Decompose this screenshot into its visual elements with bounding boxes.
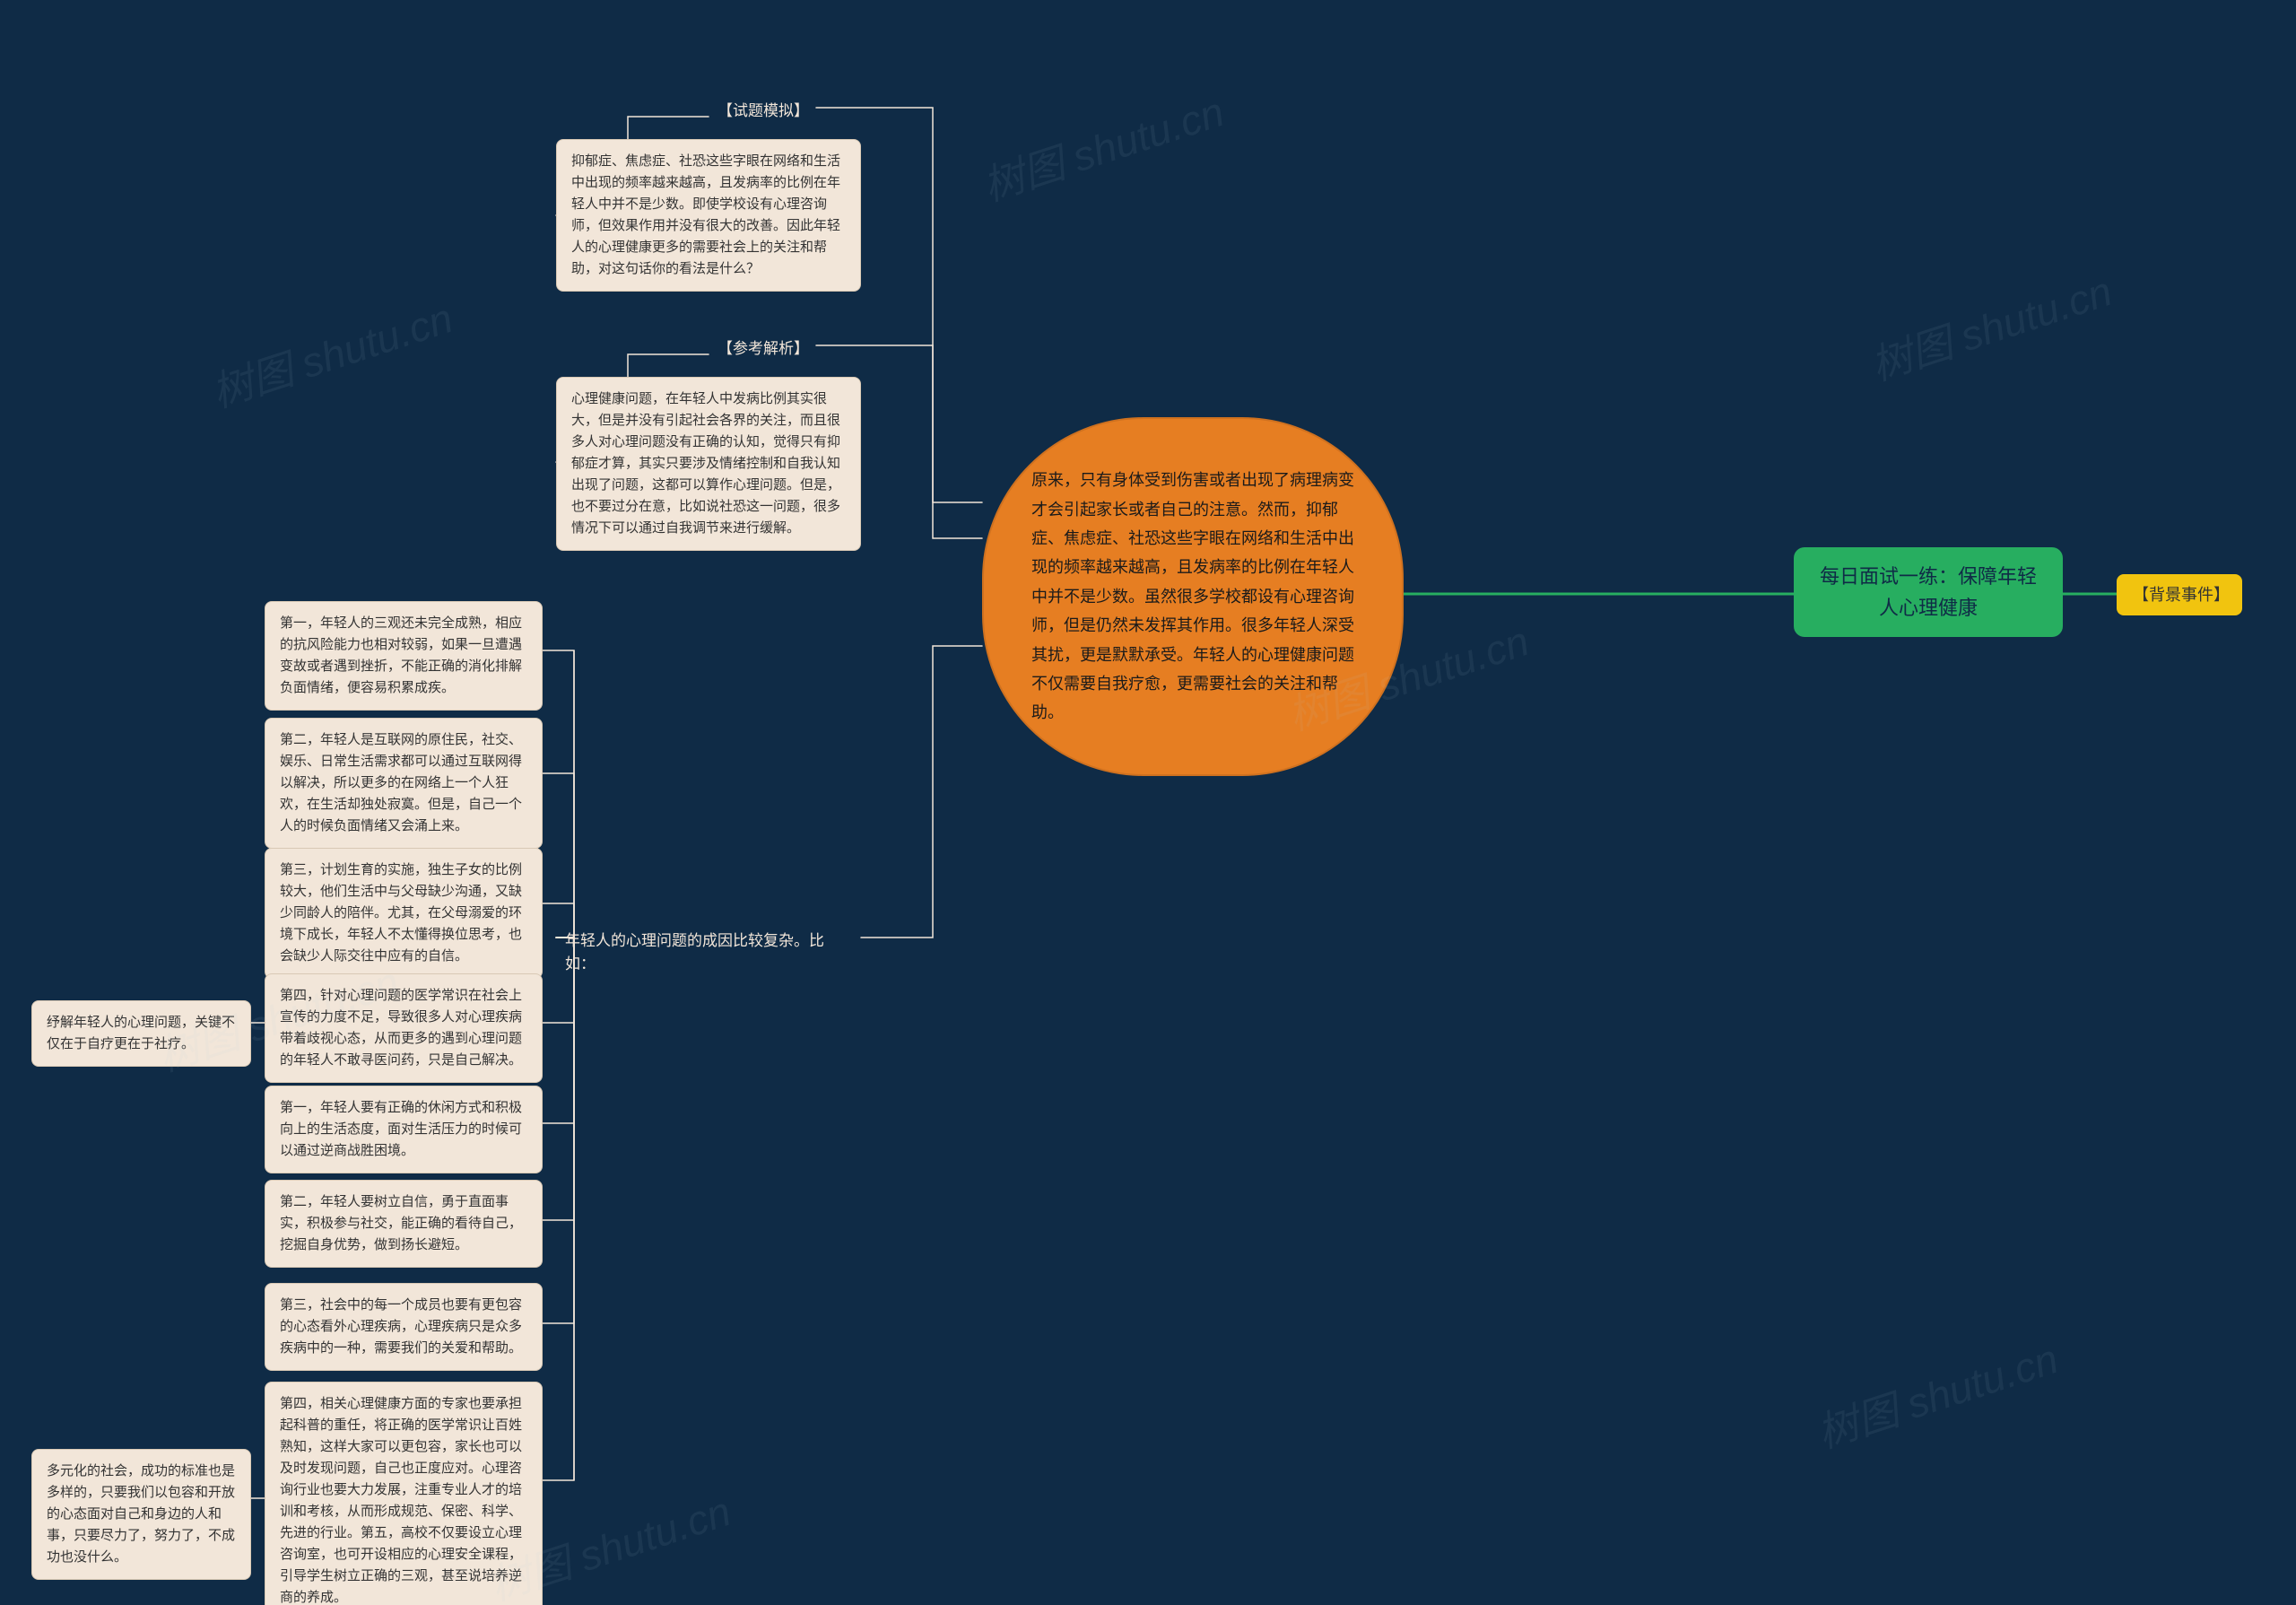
diverse-text: 多元化的社会，成功的标准也是多样的，只要我们以包容和开放的心态面对自己和身边的人… bbox=[47, 1461, 236, 1568]
section-reference-label[interactable]: 【参考解析】 bbox=[709, 332, 818, 366]
cause-text-3: 第三，计划生育的实施，独生子女的比例较大，他们生活中与父母缺少沟通，又缺少同龄人… bbox=[280, 859, 527, 967]
cause-text-5: 第一，年轻人要有正确的休闲方式和积极向上的生活态度，面对生活压力的时候可以通过逆… bbox=[280, 1097, 527, 1162]
section-simulation-label-text: 【试题模拟】 bbox=[718, 100, 809, 123]
diverse-box[interactable]: 多元化的社会，成功的标准也是多样的，只要我们以包容和开放的心态面对自己和身边的人… bbox=[31, 1449, 251, 1580]
context-node[interactable]: 原来，只有身体受到伤害或者出现了病理病变才会引起家长或者自己的注意。然而，抑郁症… bbox=[982, 417, 1404, 776]
section-simulation-box[interactable]: 抑郁症、焦虑症、社恐这些字眼在网络和生活中出现的频率越来越高，且发病率的比例在年… bbox=[556, 139, 861, 292]
cause-box-2[interactable]: 第二，年轻人是互联网的原住民，社交、娱乐、日常生活需求都可以通过互联网得以解决，… bbox=[265, 718, 543, 849]
cause-text-8: 第四，相关心理健康方面的专家也要承担起科普的重任，将正确的医学常识让百姓熟知，这… bbox=[280, 1393, 527, 1605]
cause-text-6: 第二，年轻人要树立自信，勇于直面事实，积极参与社交，能正确的看待自己，挖掘自身优… bbox=[280, 1191, 527, 1256]
section-reference-box-text: 心理健康问题，在年轻人中发病比例其实很大，但是并没有引起社会各界的关注，而且很多… bbox=[571, 388, 846, 539]
cause-text-7: 第三，社会中的每一个成员也要有更包容的心态看外心理疾病，心理疾病只是众多疾病中的… bbox=[280, 1295, 527, 1359]
cause-box-4[interactable]: 第四，针对心理问题的医学常识在社会上宣传的力度不足，导致很多人对心理疾病带着歧视… bbox=[265, 973, 543, 1083]
cause-box-5[interactable]: 第一，年轻人要有正确的休闲方式和积极向上的生活态度，面对生活压力的时候可以通过逆… bbox=[265, 1086, 543, 1173]
cause-box-7[interactable]: 第三，社会中的每一个成员也要有更包容的心态看外心理疾病，心理疾病只是众多疾病中的… bbox=[265, 1283, 543, 1371]
background-tag-text: 【背景事件】 bbox=[2133, 583, 2226, 607]
background-tag[interactable]: 【背景事件】 bbox=[2117, 574, 2242, 615]
cause-text-2: 第二，年轻人是互联网的原住民，社交、娱乐、日常生活需求都可以通过互联网得以解决，… bbox=[280, 729, 527, 837]
section-simulation-box-text: 抑郁症、焦虑症、社恐这些字眼在网络和生活中出现的频率越来越高，且发病率的比例在年… bbox=[571, 151, 846, 280]
cause-box-6[interactable]: 第二，年轻人要树立自信，勇于直面事实，积极参与社交，能正确的看待自己，挖掘自身优… bbox=[265, 1180, 543, 1268]
causes-label-text: 年轻人的心理问题的成因比较复杂。比如： bbox=[565, 929, 852, 975]
context-text: 原来，只有身体受到伤害或者出现了病理病变才会引起家长或者自己的注意。然而，抑郁症… bbox=[1031, 466, 1354, 728]
relieve-box[interactable]: 纾解年轻人的心理问题，关键不仅在于自疗更在于社疗。 bbox=[31, 1000, 251, 1067]
cause-text-1: 第一，年轻人的三观还未完全成熟，相应的抗风险能力也相对较弱，如果一旦遭遇变故或者… bbox=[280, 613, 527, 699]
relieve-text: 纾解年轻人的心理问题，关键不仅在于自疗更在于社疗。 bbox=[47, 1012, 236, 1055]
section-simulation-label[interactable]: 【试题模拟】 bbox=[709, 94, 818, 128]
causes-label[interactable]: 年轻人的心理问题的成因比较复杂。比如： bbox=[556, 924, 861, 981]
cause-box-8[interactable]: 第四，相关心理健康方面的专家也要承担起科普的重任，将正确的医学常识让百姓熟知，这… bbox=[265, 1382, 543, 1605]
cause-text-4: 第四，针对心理问题的医学常识在社会上宣传的力度不足，导致很多人对心理疾病带着歧视… bbox=[280, 985, 527, 1071]
cause-box-1[interactable]: 第一，年轻人的三观还未完全成熟，相应的抗风险能力也相对较弱，如果一旦遭遇变故或者… bbox=[265, 601, 543, 711]
root-node[interactable]: 每日面试一练：保障年轻人心理健康 bbox=[1794, 547, 2063, 637]
root-text: 每日面试一练：保障年轻人心理健康 bbox=[1819, 561, 2038, 624]
section-reference-box[interactable]: 心理健康问题，在年轻人中发病比例其实很大，但是并没有引起社会各界的关注，而且很多… bbox=[556, 377, 861, 551]
section-reference-label-text: 【参考解析】 bbox=[718, 337, 809, 361]
cause-box-3[interactable]: 第三，计划生育的实施，独生子女的比例较大，他们生活中与父母缺少沟通，又缺少同龄人… bbox=[265, 848, 543, 979]
